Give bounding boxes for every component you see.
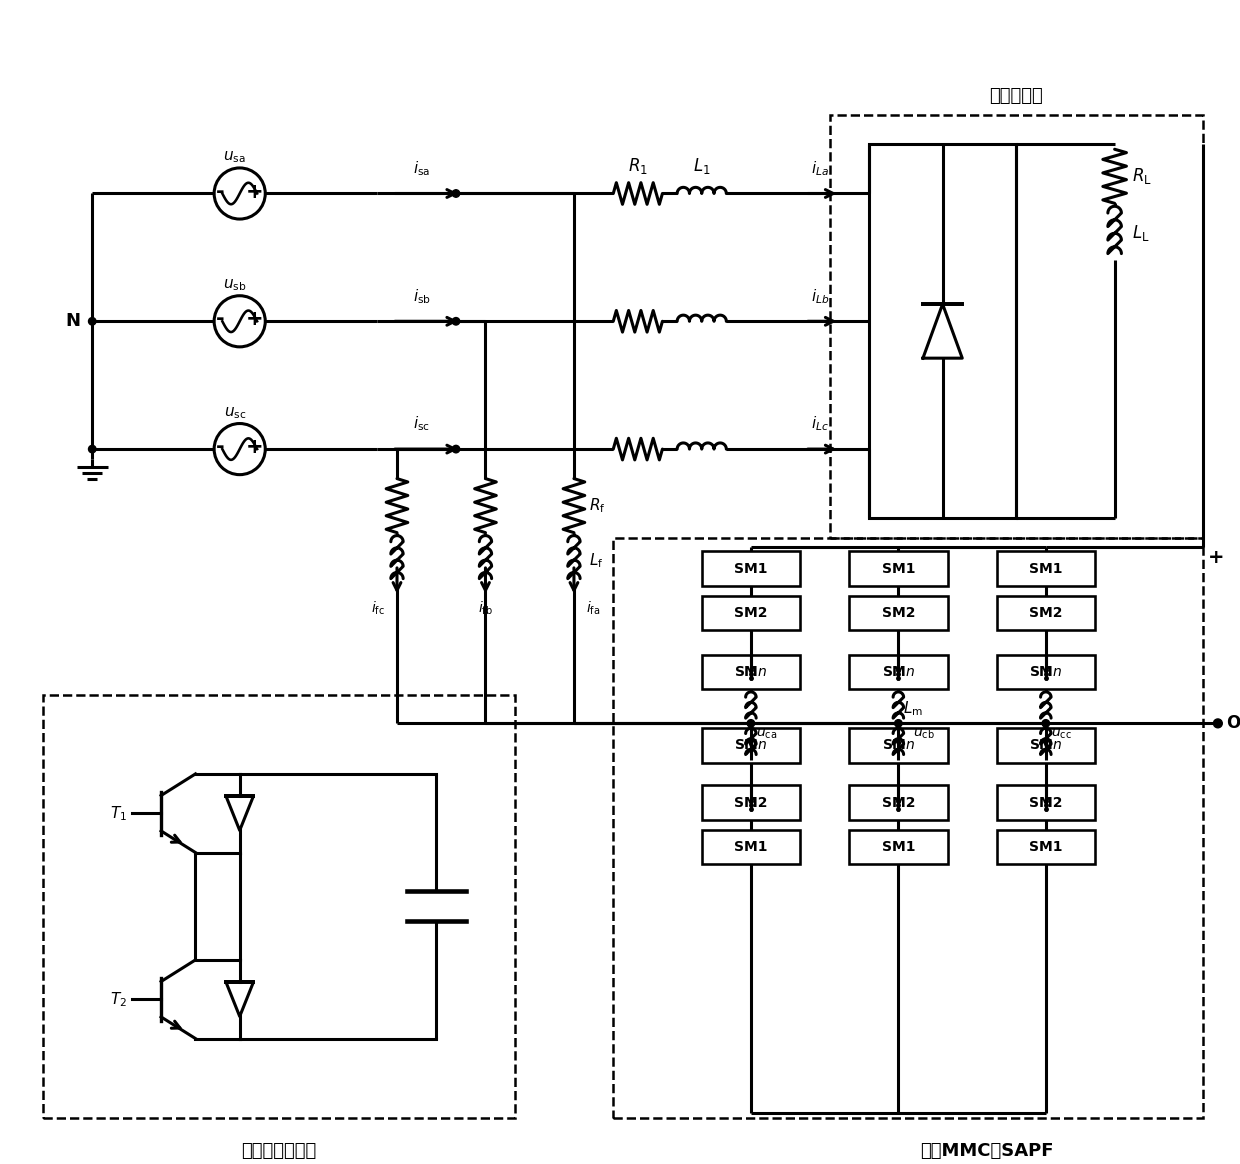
Text: $i_{\mathrm{sa}}$: $i_{\mathrm{sa}}$ — [413, 159, 430, 178]
Text: O: O — [1225, 715, 1240, 732]
Text: $i_{La}$: $i_{La}$ — [811, 159, 828, 178]
Bar — [830, 115, 1203, 538]
Text: SM1: SM1 — [734, 561, 768, 575]
Circle shape — [453, 190, 460, 197]
Text: SM1: SM1 — [1029, 561, 1063, 575]
Text: $R_1$: $R_1$ — [627, 156, 647, 176]
Text: 基于MMC的SAPF: 基于MMC的SAPF — [920, 1142, 1054, 1161]
Text: SM2: SM2 — [734, 795, 768, 809]
Text: $R_{\mathrm{f}}$: $R_{\mathrm{f}}$ — [589, 496, 605, 514]
Text: $i_{\mathrm{sb}}$: $i_{\mathrm{sb}}$ — [413, 286, 430, 306]
Circle shape — [88, 318, 95, 325]
Text: SM$n$: SM$n$ — [882, 665, 915, 679]
Bar — [997, 729, 1095, 762]
Text: -: - — [216, 182, 224, 201]
Text: N: N — [66, 312, 81, 331]
Text: $i_{\mathrm{fb}}$: $i_{\mathrm{fb}}$ — [477, 599, 494, 617]
Text: +: + — [246, 438, 263, 457]
Text: $T_1$: $T_1$ — [109, 804, 126, 823]
Text: +: + — [246, 182, 263, 201]
Bar — [849, 830, 947, 864]
Text: $u_{\mathrm{sc}}$: $u_{\mathrm{sc}}$ — [223, 405, 246, 420]
Text: SM$n$: SM$n$ — [882, 738, 915, 752]
Text: SM1: SM1 — [882, 839, 915, 853]
Text: $i_{\mathrm{fa}}$: $i_{\mathrm{fa}}$ — [585, 599, 600, 617]
Text: $u_{\mathrm{cb}}$: $u_{\mathrm{cb}}$ — [913, 726, 935, 740]
Text: SM2: SM2 — [882, 605, 915, 619]
Bar — [43, 695, 515, 1117]
Text: $i_{Lb}$: $i_{Lb}$ — [811, 286, 828, 306]
Text: $u_{\mathrm{sa}}$: $u_{\mathrm{sa}}$ — [223, 149, 247, 165]
Text: $L_1$: $L_1$ — [693, 156, 711, 176]
Text: $R_{\mathrm{L}}$: $R_{\mathrm{L}}$ — [1132, 166, 1152, 186]
Text: +: + — [246, 310, 263, 329]
Circle shape — [894, 719, 901, 728]
Bar — [614, 538, 1203, 1117]
Text: -: - — [216, 438, 224, 457]
Text: $i_{Lc}$: $i_{Lc}$ — [811, 414, 828, 433]
Text: 非线性负载: 非线性负载 — [990, 87, 1043, 105]
Bar — [702, 830, 800, 864]
Bar — [702, 596, 800, 630]
Text: +: + — [1208, 548, 1225, 567]
Bar — [849, 654, 947, 689]
Circle shape — [453, 446, 460, 453]
Bar — [997, 552, 1095, 585]
Bar — [997, 596, 1095, 630]
Circle shape — [1214, 719, 1223, 728]
Bar — [849, 729, 947, 762]
Bar — [849, 786, 947, 819]
Bar — [702, 786, 800, 819]
Text: SM1: SM1 — [1029, 839, 1063, 853]
Text: SM2: SM2 — [1029, 795, 1063, 809]
Text: $T_2$: $T_2$ — [109, 989, 126, 1008]
Text: SM2: SM2 — [734, 605, 768, 619]
Circle shape — [453, 318, 460, 325]
Bar — [702, 654, 800, 689]
Bar — [869, 144, 1017, 518]
Text: $L_{\mathrm{L}}$: $L_{\mathrm{L}}$ — [1132, 223, 1149, 243]
Bar — [997, 786, 1095, 819]
Bar — [849, 596, 947, 630]
Text: $i_{\mathrm{sc}}$: $i_{\mathrm{sc}}$ — [413, 414, 430, 433]
Text: SM2: SM2 — [1029, 605, 1063, 619]
Text: $u_{\mathrm{ca}}$: $u_{\mathrm{ca}}$ — [756, 726, 777, 740]
Text: SM1: SM1 — [734, 839, 768, 853]
Text: SM2: SM2 — [882, 795, 915, 809]
Text: SM1: SM1 — [882, 561, 915, 575]
Text: $u_{\mathrm{sb}}$: $u_{\mathrm{sb}}$ — [223, 277, 247, 293]
Text: -: - — [216, 310, 224, 329]
Text: SM$n$: SM$n$ — [1029, 665, 1063, 679]
Circle shape — [748, 719, 755, 728]
Bar — [849, 552, 947, 585]
Circle shape — [88, 446, 95, 453]
Bar — [702, 552, 800, 585]
Text: SM$n$: SM$n$ — [734, 738, 768, 752]
Text: $L_{\mathrm{m}}$: $L_{\mathrm{m}}$ — [903, 700, 924, 718]
Text: $L_{\mathrm{f}}$: $L_{\mathrm{f}}$ — [589, 551, 603, 569]
Bar — [997, 654, 1095, 689]
Circle shape — [1042, 719, 1049, 728]
Text: $i_{\mathrm{fc}}$: $i_{\mathrm{fc}}$ — [371, 599, 386, 617]
Text: SM$n$: SM$n$ — [1029, 738, 1063, 752]
Text: SM$n$: SM$n$ — [734, 665, 768, 679]
Bar — [997, 830, 1095, 864]
Bar — [702, 729, 800, 762]
Text: 各子模块结构图: 各子模块结构图 — [242, 1142, 316, 1161]
Text: $u_{\mathrm{cc}}$: $u_{\mathrm{cc}}$ — [1050, 726, 1071, 740]
